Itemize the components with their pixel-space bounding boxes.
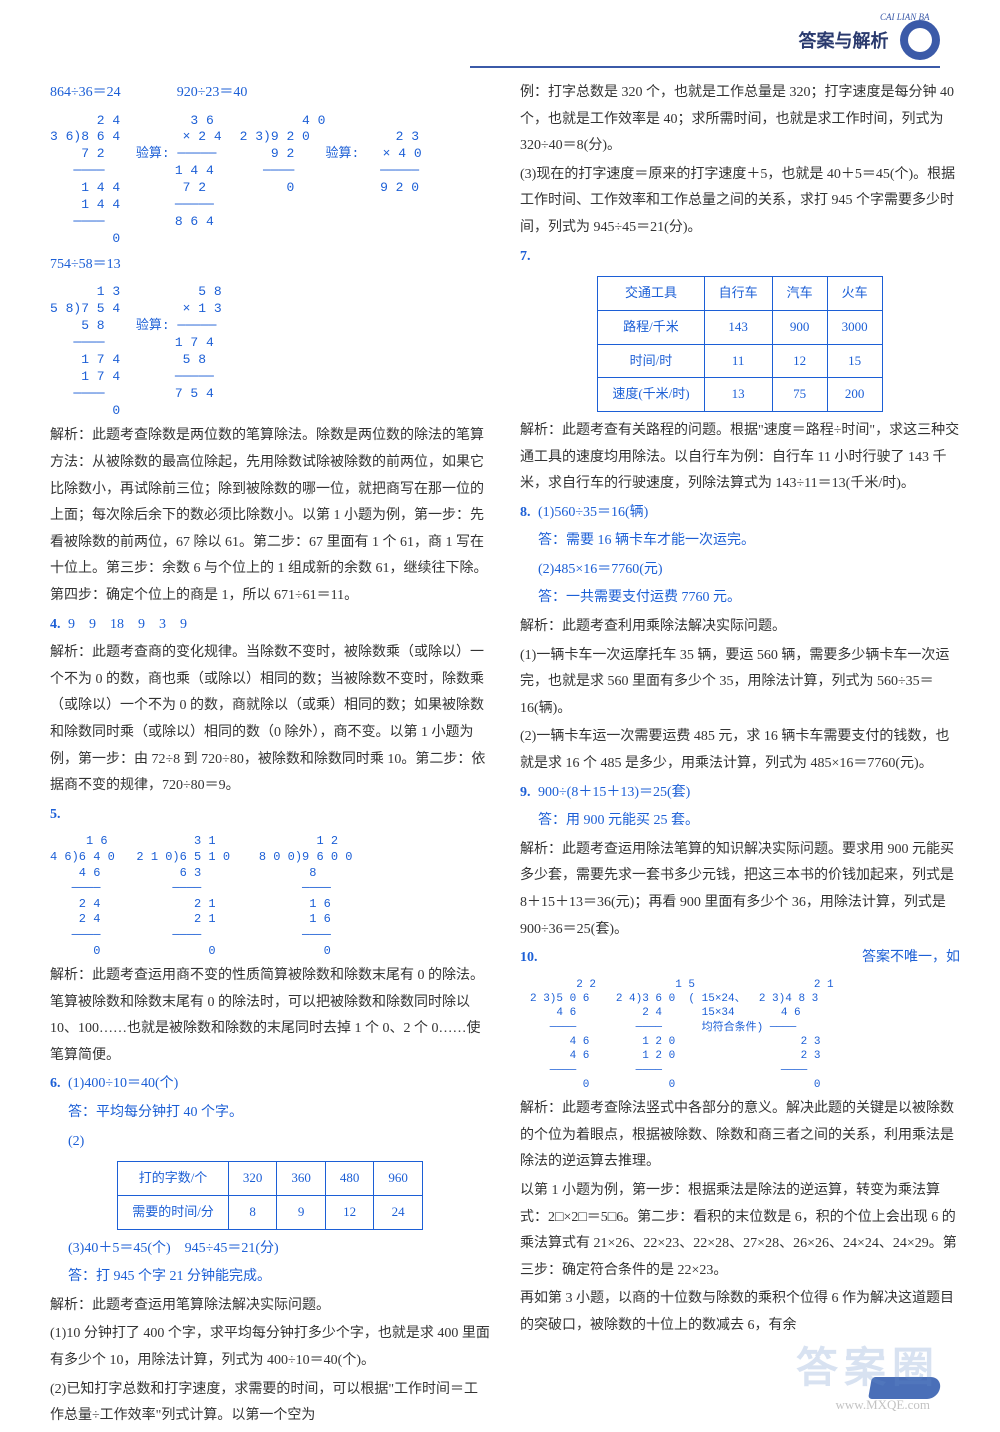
header-title: 答案与解析: [799, 27, 889, 53]
q7-table: 交通工具 自行车 汽车 火车 路程/千米 143 900 3000 时间/时 1…: [597, 276, 882, 412]
q6-1: (1)400÷10＝40(个): [68, 1076, 178, 1091]
cell: 汽车: [772, 277, 827, 311]
cell: 时间/时: [598, 344, 704, 378]
q10-explain1: 解析：此题考查除法竖式中各部分的意义。解决此题的关键是以被除数的个位为着眼点，根…: [520, 1096, 960, 1176]
q10-label: 答案不唯一，如: [862, 945, 960, 972]
right-column: 例：打字总数是 320 个，也就是工作总量是 320；打字速度是每分钟 40 个…: [520, 80, 960, 1432]
header-divider: [0, 66, 940, 68]
cell: 24: [374, 1195, 423, 1229]
cell: 11: [704, 344, 772, 378]
cell: 自行车: [704, 277, 772, 311]
q6-explain3: (2)已知打字总数和打字速度，求需要的时间，可以根据"工作时间＝工作总量÷工作效…: [50, 1377, 490, 1430]
cell: 路程/千米: [598, 310, 704, 344]
cell: 9: [277, 1195, 326, 1229]
q9-explain: 解析：此题考查运用除法笔算的知识解决实际问题。要求用 900 元能买多少套，需要…: [520, 837, 960, 943]
equation-1: 864÷36＝24 920÷23＝40: [50, 80, 490, 107]
q6-3a: 答：打 945 个字 21 分钟能完成。: [68, 1264, 490, 1291]
longdiv-2: 4 0 2 3)9 2 0 2 3 9 2 验算: × 4 0 ──── ───…: [240, 113, 422, 248]
q8-explain2: (1)一辆卡车一次运摩托车 35 辆，要运 560 辆，需要多少辆卡车一次运完，…: [520, 643, 960, 723]
cell: 200: [827, 378, 882, 412]
cell: 75: [772, 378, 827, 412]
equation-3: 754÷58＝13: [50, 252, 490, 279]
q8-1a: 答：需要 16 辆卡车才能一次运完。: [538, 528, 960, 555]
watermark-text: 答案圈: [796, 1334, 940, 1395]
cell: 13: [704, 378, 772, 412]
eq1-text: 864÷36＝24: [50, 85, 121, 100]
cell: 15: [827, 344, 882, 378]
cell: 需要的时间/分: [118, 1195, 229, 1229]
q8-1: (1)560÷35＝16(辆): [538, 505, 648, 520]
q10-line: 10. 答案不唯一，如: [520, 945, 960, 972]
q10-explain3: 再如第 3 小题，以商的十位数与除数的乘积个位得 6 作为解决这道题目的突破口，…: [520, 1286, 960, 1339]
cell: 320: [228, 1162, 277, 1196]
table-row: 路程/千米 143 900 3000: [598, 310, 882, 344]
table-row: 需要的时间/分 8 9 12 24: [118, 1195, 423, 1229]
q9-line: 9. 900÷(8＋15＋13)＝25(套): [520, 780, 960, 807]
watermark-url: www.MXQE.com: [836, 1397, 930, 1413]
q6-num: 6.: [50, 1076, 61, 1091]
cell: 12: [772, 344, 827, 378]
q10-work: 2 2 1 5 2 1 2 3)5 0 6 2 4)3 6 0 ( 15×24、…: [530, 978, 834, 1092]
q9-num: 9.: [520, 785, 531, 800]
header-logo-text: CAI LIAN BA: [880, 12, 930, 22]
q6-2-label: (2): [68, 1129, 490, 1156]
q6-table: 打的字数/个 320 360 480 960 需要的时间/分 8 9 12 24: [117, 1161, 423, 1229]
cell: 3000: [827, 310, 882, 344]
q9-1: 900÷(8＋15＋13)＝25(套): [538, 785, 690, 800]
q8-explain1: 解析：此题考查利用乘除法解决实际问题。: [520, 614, 960, 641]
q7-line: 7.: [520, 244, 960, 271]
q4-explain: 解析：此题考查商的变化规律。当除数不变时，被除数乘（或除以）一个不为 0 的数，…: [50, 640, 490, 800]
cell: 960: [374, 1162, 423, 1196]
table-row: 速度(千米/时) 13 75 200: [598, 378, 882, 412]
q6-2-text: (2): [68, 1134, 84, 1149]
q4-num: 4.: [50, 617, 61, 632]
left-column: 864÷36＝24 920÷23＝40 2 4 3 6 3 6)8 6 4 × …: [50, 80, 490, 1432]
q6-line: 6. (1)400÷10＝40(个): [50, 1071, 490, 1098]
r-p2: (3)现在的打字速度＝原来的打字速度＋5，也就是 40＋5＝45(个)。根据工作…: [520, 162, 960, 242]
q6-1a: 答：平均每分钟打 40 个字。: [68, 1100, 490, 1127]
q4-line: 4. 9 9 18 9 3 9: [50, 612, 490, 639]
cell: 143: [704, 310, 772, 344]
q9-1a: 答：用 900 元能买 25 套。: [538, 808, 960, 835]
q4-ans: 9 9 18 9 3 9: [68, 617, 187, 632]
q6-explain2: (1)10 分钟打了 400 个字，求平均每分钟打多少个字，也就是求 400 里…: [50, 1321, 490, 1374]
table-row: 交通工具 自行车 汽车 火车: [598, 277, 882, 311]
q7-explain: 解析：此题考查有关路程的问题。根据"速度＝路程÷时间"，求这三种交通工具的速度均…: [520, 418, 960, 498]
q7-num: 7.: [520, 249, 531, 264]
longdiv-1: 2 4 3 6 3 6)8 6 4 × 2 4 7 2 验算: ───── ──…: [50, 113, 222, 248]
cell: 480: [325, 1162, 374, 1196]
q5-line: 5.: [50, 802, 490, 829]
p3-explain: 解析：此题考查除数是两位数的笔算除法。除数是两位数的除法的笔算方法：从被除数的最…: [50, 423, 490, 609]
q8-explain3: (2)一辆卡车运一次需要运费 485 元，求 16 辆卡车需要支付的钱数，也就是…: [520, 724, 960, 777]
cell: 速度(千米/时): [598, 378, 704, 412]
cell: 12: [325, 1195, 374, 1229]
cell: 打的字数/个: [118, 1162, 229, 1196]
q5-num: 5.: [50, 807, 61, 822]
q5-work: 1 6 3 1 1 2 4 6)6 4 0 2 1 0)6 5 1 0 8 0 …: [50, 834, 352, 959]
cell: 8: [228, 1195, 277, 1229]
q5-explain: 解析：此题考查运用商不变的性质简算被除数和除数末尾有 0 的除法。笔算被除数和除…: [50, 963, 490, 1069]
eq2-text: 920÷23＝40: [177, 85, 248, 100]
cell: 火车: [827, 277, 882, 311]
q8-2: (2)485×16＝7760(元): [538, 557, 960, 584]
q10-explain2: 以第 1 小题为例，第一步：根据乘法是除法的逆运算，转变为乘法算式：2□×2□＝…: [520, 1178, 960, 1284]
table-row: 时间/时 11 12 15: [598, 344, 882, 378]
q8-line: 8. (1)560÷35＝16(辆): [520, 500, 960, 527]
table-row: 打的字数/个 320 360 480 960: [118, 1162, 423, 1196]
content-columns: 864÷36＝24 920÷23＝40 2 4 3 6 3 6)8 6 4 × …: [0, 70, 1000, 1432]
q6-3: (3)40＋5＝45(个) 945÷45＝21(分): [68, 1236, 490, 1263]
cell: 900: [772, 310, 827, 344]
cell: 交通工具: [598, 277, 704, 311]
r-p1: 例：打字总数是 320 个，也就是工作总量是 320；打字速度是每分钟 40 个…: [520, 80, 960, 160]
q10-num: 10.: [520, 950, 538, 965]
longdiv-3: 1 3 5 8 5 8)7 5 4 × 1 3 5 8 验算: ───── ──…: [50, 284, 222, 419]
q8-num: 8.: [520, 505, 531, 520]
q6-explain1: 解析：此题考查运用笔算除法解决实际问题。: [50, 1293, 490, 1320]
cell: 360: [277, 1162, 326, 1196]
q8-2a: 答：一共需要支付运费 7760 元。: [538, 585, 960, 612]
header-logo: CAI LIAN BA: [900, 20, 940, 60]
page-header: 答案与解析 CAI LIAN BA: [0, 0, 1000, 70]
